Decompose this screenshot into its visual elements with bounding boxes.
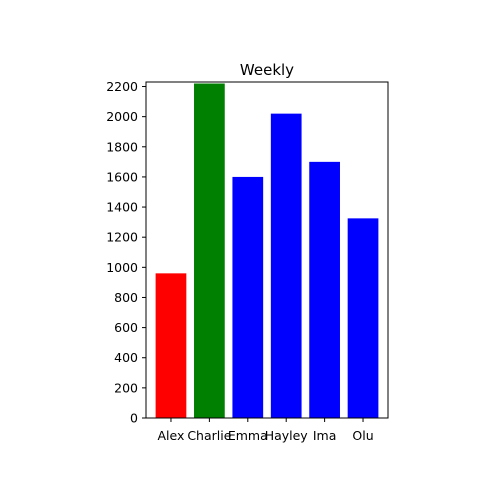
x-tick-label: Charlie: [187, 428, 231, 443]
x-tick-label: Olu: [352, 428, 373, 443]
x-tick-label: Alex: [158, 428, 185, 443]
y-tick-label: 600: [114, 320, 138, 335]
bar-ima: [309, 161, 340, 418]
bar-olu: [347, 218, 379, 418]
x-tick-label: Emma: [228, 428, 268, 443]
plot-frame: [145, 81, 389, 419]
y-axis: 0 200 400 600 800 1000 1200 1400 1600 1800 2000 220…: [106, 79, 146, 426]
y-tick-label: 800: [114, 290, 138, 305]
bar-alex: [155, 273, 187, 418]
bar-emma: [232, 176, 264, 418]
x-tick-label: Hayley: [265, 428, 309, 443]
x-tick-label: Ima: [313, 428, 337, 443]
y-tick-label: 2200: [106, 79, 138, 94]
bars-layer: [155, 83, 379, 419]
y-tick-label: 1200: [106, 230, 138, 245]
chart-title: Weekly: [240, 61, 294, 79]
y-tick-label: 200: [114, 380, 138, 395]
y-tick-label: 1000: [106, 260, 138, 275]
bar-hayley: [270, 113, 302, 418]
y-tick-label: 1400: [106, 200, 138, 215]
y-tick-label: 2000: [106, 109, 138, 124]
bar-charlie: [194, 83, 225, 419]
y-tick-label: 0: [130, 411, 138, 426]
y-tick-label: 1600: [106, 169, 138, 184]
y-tick-label: 400: [114, 350, 138, 365]
y-tick-label: 1800: [106, 139, 138, 154]
